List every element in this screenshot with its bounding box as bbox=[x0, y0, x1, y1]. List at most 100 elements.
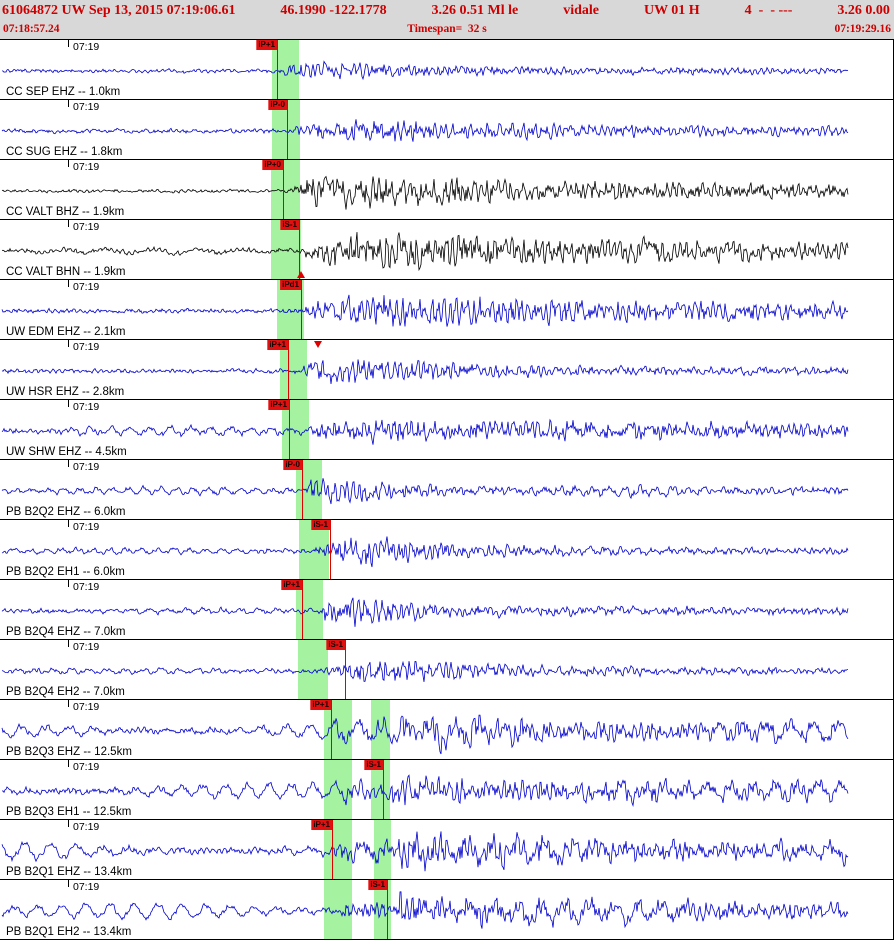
pick-flag[interactable]: iS-1 bbox=[326, 640, 345, 650]
pick-flag[interactable]: iP+1 bbox=[310, 700, 331, 710]
station-label: PB B2Q3 EHZ -- 12.5km bbox=[6, 746, 132, 758]
pick-flag[interactable]: iP+1 bbox=[268, 400, 289, 410]
station-label: CC SEP EHZ -- 1.0km bbox=[6, 86, 121, 98]
pick-line bbox=[387, 880, 388, 939]
pick-line bbox=[301, 280, 302, 339]
trace-row[interactable]: 07:19 CC VALT BHN -- 1.9km iS-1 bbox=[0, 220, 894, 280]
station-label: CC SUG EHZ -- 1.8km bbox=[6, 146, 123, 158]
analyst-name: vidale bbox=[563, 3, 599, 18]
minute-tick bbox=[68, 820, 69, 827]
waveform[interactable] bbox=[0, 460, 894, 520]
minute-tick bbox=[68, 700, 69, 707]
pick-flag[interactable]: iPd1 bbox=[280, 280, 301, 290]
station-label: CC VALT BHN -- 1.9km bbox=[6, 266, 126, 278]
trace-row[interactable]: 07:19 CC SUG EHZ -- 1.8km iP-0 bbox=[0, 100, 894, 160]
trace-row[interactable]: 07:19 PB B2Q3 EHZ -- 12.5km iP+1 bbox=[0, 700, 894, 760]
minute-label: 07:19 bbox=[73, 341, 100, 353]
minute-label: 07:19 bbox=[73, 761, 100, 773]
trace-row[interactable]: 07:19 PB B2Q1 EHZ -- 13.4km iP+1 bbox=[0, 820, 894, 880]
pick-flag[interactable]: iS-1 bbox=[364, 760, 383, 770]
event-magnitude-info: 3.26 0.51 Ml le bbox=[431, 3, 519, 18]
waveform[interactable] bbox=[0, 340, 894, 400]
minute-label: 07:19 bbox=[73, 101, 100, 113]
pick-line bbox=[288, 340, 289, 399]
pick-flag[interactable]: iP-0 bbox=[268, 100, 287, 110]
trace-row[interactable]: 07:19 UW HSR EHZ -- 2.8km iP+1 bbox=[0, 340, 894, 400]
trace-row[interactable]: 07:19 CC SEP EHZ -- 1.0km iP+1 bbox=[0, 40, 894, 100]
minute-tick bbox=[68, 580, 69, 587]
station-label: PB B2Q3 EH1 -- 12.5km bbox=[6, 806, 132, 818]
waveform[interactable] bbox=[0, 820, 894, 880]
minute-tick bbox=[68, 760, 69, 767]
event-summary-line: 61064872 UW Sep 13, 2015 07:19:06.61 46.… bbox=[0, 0, 894, 21]
pick-flag[interactable]: iP+1 bbox=[281, 580, 302, 590]
pick-flag[interactable]: iP+1 bbox=[267, 340, 288, 350]
pick-flag[interactable]: iP+1 bbox=[256, 40, 277, 50]
trace-row[interactable]: 07:19 PB B2Q1 EH2 -- 13.4km iS-1 bbox=[0, 880, 894, 940]
station-label: PB B2Q1 EHZ -- 13.4km bbox=[6, 866, 132, 878]
pick-line bbox=[331, 700, 332, 759]
trace-row[interactable]: 07:19 PB B2Q4 EH2 -- 7.0km iS-1 bbox=[0, 640, 894, 700]
trace-row[interactable]: 07:19 CC VALT BHZ -- 1.9km iP+0 bbox=[0, 160, 894, 220]
trace-row[interactable]: 07:19 PB B2Q4 EHZ -- 7.0km iP+1 bbox=[0, 580, 894, 640]
station-label: PB B2Q2 EHZ -- 6.0km bbox=[6, 506, 126, 518]
pick-window-band bbox=[371, 760, 390, 819]
minute-label: 07:19 bbox=[73, 221, 100, 233]
pick-flag[interactable]: iP+0 bbox=[262, 160, 283, 170]
minute-label: 07:19 bbox=[73, 821, 100, 833]
minute-label: 07:19 bbox=[73, 581, 100, 593]
pick-line bbox=[332, 820, 333, 879]
trace-row[interactable]: 07:19 UW EDM EHZ -- 2.1km iPd1 bbox=[0, 280, 894, 340]
station-label: UW EDM EHZ -- 2.1km bbox=[6, 326, 126, 338]
waveform[interactable] bbox=[0, 580, 894, 640]
window-start-time: 07:18:57.24 bbox=[3, 23, 60, 35]
minute-tick bbox=[68, 640, 69, 647]
minute-tick bbox=[68, 220, 69, 227]
minute-label: 07:19 bbox=[73, 881, 100, 893]
pick-window-band bbox=[374, 820, 391, 879]
waveform[interactable] bbox=[0, 640, 894, 700]
trace-row[interactable]: 07:19 PB B2Q3 EH1 -- 12.5km iS-1 bbox=[0, 760, 894, 820]
waveform[interactable] bbox=[0, 280, 894, 340]
trace-row[interactable]: 07:19 PB B2Q2 EHZ -- 6.0km iP-0 bbox=[0, 460, 894, 520]
pick-line bbox=[302, 580, 303, 639]
trace-row[interactable]: 07:19 PB B2Q2 EH1 -- 6.0km iS-1 bbox=[0, 520, 894, 580]
pick-line bbox=[345, 640, 346, 699]
pick-flag[interactable]: iP+1 bbox=[311, 820, 332, 830]
pick-triangle-icon bbox=[297, 271, 305, 278]
pick-flag[interactable]: iP-0 bbox=[283, 460, 302, 470]
pick-flag[interactable]: iS-1 bbox=[368, 880, 387, 890]
waveform[interactable] bbox=[0, 760, 894, 820]
minute-label: 07:19 bbox=[73, 161, 100, 173]
station-label: UW SHW EHZ -- 4.5km bbox=[6, 446, 127, 458]
pick-line bbox=[277, 40, 278, 99]
pick-flag[interactable]: iS-1 bbox=[280, 220, 299, 230]
trace-row[interactable]: 07:19 UW SHW EHZ -- 4.5km iP+1 bbox=[0, 400, 894, 460]
minute-label: 07:19 bbox=[73, 281, 100, 293]
pick-line bbox=[330, 520, 331, 579]
minute-tick bbox=[68, 40, 69, 47]
station-label: CC VALT BHZ -- 1.9km bbox=[6, 206, 125, 218]
minute-tick bbox=[68, 520, 69, 527]
minute-label: 07:19 bbox=[73, 401, 100, 413]
window-end-time: 07:19:29.16 bbox=[834, 23, 891, 35]
waveform[interactable] bbox=[0, 40, 894, 100]
waveform[interactable] bbox=[0, 700, 894, 760]
time-window-line: 07:18:57.24 Timespan= 32 s 07:19:29.16 bbox=[0, 21, 894, 38]
pick-flag[interactable]: iS-1 bbox=[311, 520, 330, 530]
event-coordinates: 46.1990 -122.1778 bbox=[280, 3, 387, 18]
waveform[interactable] bbox=[0, 160, 894, 220]
station-label: PB B2Q2 EH1 -- 6.0km bbox=[6, 566, 125, 578]
minute-tick bbox=[68, 340, 69, 347]
waveform[interactable] bbox=[0, 100, 894, 160]
minute-tick bbox=[68, 160, 69, 167]
timespan-label: Timespan= 32 s bbox=[407, 23, 487, 35]
waveform[interactable] bbox=[0, 400, 894, 460]
waveform[interactable] bbox=[0, 880, 894, 940]
station-label: PB B2Q4 EHZ -- 7.0km bbox=[6, 626, 126, 638]
minute-tick bbox=[68, 460, 69, 467]
waveform[interactable] bbox=[0, 520, 894, 580]
station-label: PB B2Q4 EH2 -- 7.0km bbox=[6, 686, 125, 698]
waveform[interactable] bbox=[0, 220, 894, 280]
